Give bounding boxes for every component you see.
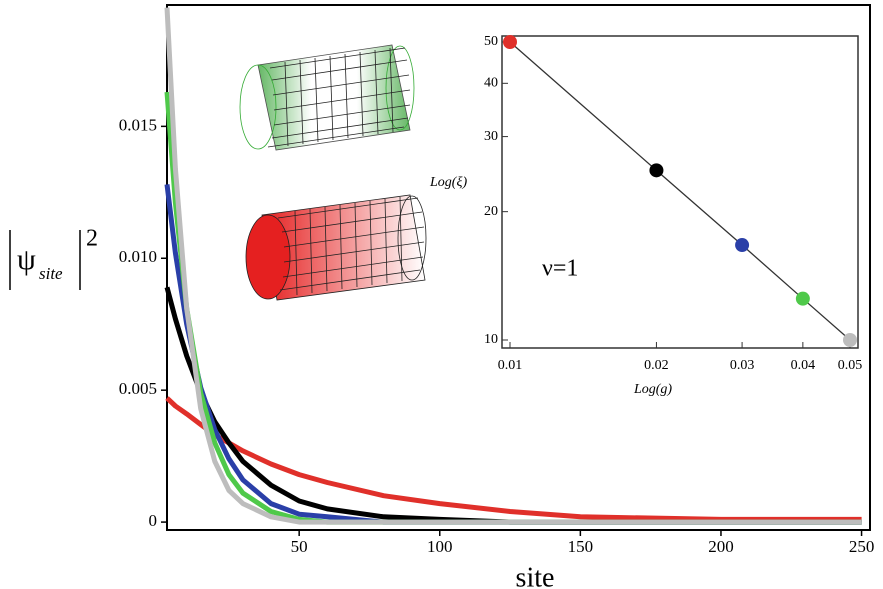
x-axis-label: site — [516, 562, 555, 589]
inset-y-tick-label: 30 — [484, 129, 498, 144]
y-label-symbol: ψ — [17, 243, 36, 276]
inset-y-tick-label: 50 — [484, 34, 498, 49]
y-tick-label: 0 — [149, 511, 158, 530]
inset-x-tick-label: 0.03 — [730, 358, 755, 373]
x-tick-label: 200 — [708, 537, 734, 556]
inset-x-tick-label: 0.04 — [791, 358, 816, 373]
lines-layer — [164, 7, 862, 525]
inset-y-label: Log(ξ) — [429, 175, 467, 190]
inset-y-tick-label: 40 — [484, 76, 498, 91]
inset-y-tick-label: 10 — [484, 332, 498, 347]
inset-x-tick-label: 0.02 — [644, 358, 669, 373]
x-tick-label: 100 — [427, 537, 453, 556]
point — [503, 35, 517, 49]
point — [735, 238, 750, 253]
y-tick-label: 0.005 — [119, 379, 157, 398]
y-tick-label: 0.015 — [119, 115, 157, 134]
curve — [164, 7, 862, 525]
inset-x-tick-label: 0.01 — [498, 358, 523, 373]
curve — [165, 396, 862, 522]
y-axis-label: ψ site 2 — [9, 226, 98, 290]
x-tick-label: 250 — [849, 537, 875, 556]
cylinder-red — [245, 194, 427, 301]
cylinder-green — [239, 44, 415, 151]
y-label-subscript: site — [39, 264, 63, 283]
point — [649, 163, 664, 178]
inset-x-tick-label: 0.05 — [838, 358, 863, 373]
inset-x-label: Log(g) — [633, 382, 672, 397]
plot-frame — [166, 4, 871, 531]
y-tick-label: 0.010 — [119, 247, 157, 266]
y-label-exponent: 2 — [86, 226, 98, 252]
inset-y-tick-label: 20 — [484, 204, 498, 219]
x-tick-label: 150 — [568, 537, 594, 556]
annotation: ν=1 — [542, 256, 578, 282]
point — [843, 333, 857, 347]
x-tick-label: 50 — [291, 537, 308, 556]
point — [795, 291, 810, 306]
